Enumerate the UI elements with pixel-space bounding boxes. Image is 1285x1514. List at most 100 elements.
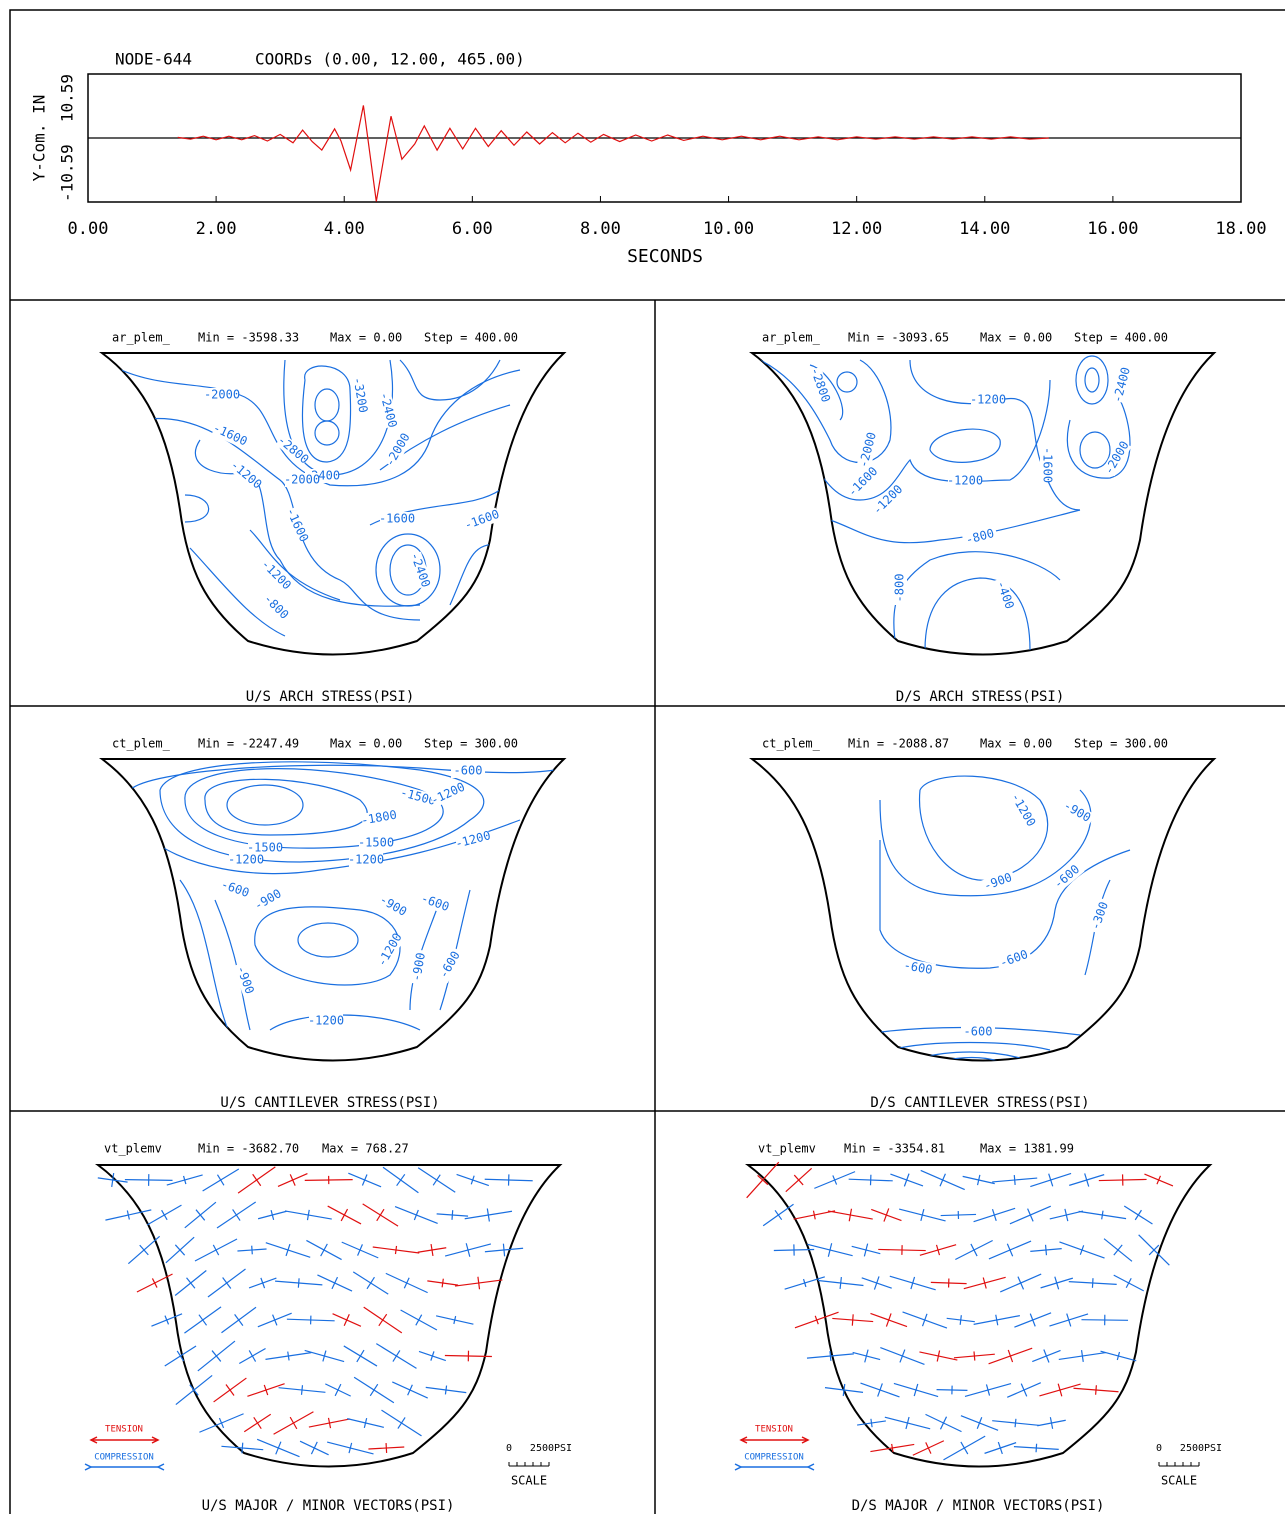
vector-minor xyxy=(218,1417,225,1429)
contour-label: -900 xyxy=(377,892,409,919)
scale-max: 2500PSI xyxy=(530,1443,572,1454)
vector-minor xyxy=(1148,1244,1160,1256)
label-knockout xyxy=(275,433,311,467)
vector-minor xyxy=(348,1442,353,1454)
contour-label: -2400 xyxy=(377,391,400,430)
result-name: vt_plemv xyxy=(758,1142,816,1156)
legend-arrowhead xyxy=(151,1436,160,1444)
x-tick-label: 8.00 xyxy=(580,219,621,239)
vector-minor xyxy=(1116,1351,1121,1361)
vector-minor xyxy=(287,1351,290,1361)
label-knockout xyxy=(856,431,880,469)
vector-minor xyxy=(903,1173,910,1187)
vector-minor xyxy=(225,1384,235,1396)
vector-minor xyxy=(1125,1277,1132,1289)
label-knockout xyxy=(399,785,437,809)
legend-arrowhead xyxy=(156,1463,165,1471)
contour-label: -1200 xyxy=(259,557,294,592)
vector-minor xyxy=(343,1314,350,1326)
vector-minor xyxy=(270,1210,275,1220)
scale-max: 2500PSI xyxy=(1180,1443,1222,1454)
vector-minor xyxy=(976,1417,983,1429)
vector-minor xyxy=(1091,1278,1094,1288)
label-knockout xyxy=(205,388,239,402)
legend-arrowhead xyxy=(734,1463,743,1471)
label-knockout xyxy=(259,590,293,624)
contour-label: -800 xyxy=(893,574,907,603)
vector-minor xyxy=(211,1350,222,1362)
x-tick-label: 12.00 xyxy=(831,219,882,239)
vector-minor xyxy=(1064,1208,1069,1222)
vector-minor xyxy=(1006,1243,1014,1257)
vector-minor xyxy=(905,1416,910,1430)
label-knockout xyxy=(1008,791,1038,829)
panel-caption: U/S CANTILEVER STRESS(PSI) xyxy=(220,1095,439,1111)
legend-arrowhead xyxy=(739,1436,748,1444)
y-tick-label: -10.59 xyxy=(58,144,77,202)
vector-minor xyxy=(111,1173,115,1187)
vector-minor xyxy=(430,1351,435,1361)
label-knockout xyxy=(248,841,282,855)
contour-label: -2800 xyxy=(808,365,834,404)
vector-minor xyxy=(982,1277,987,1289)
y-axis-label: Y-Com. IN xyxy=(30,95,49,182)
label-knockout xyxy=(409,949,429,985)
label-knockout xyxy=(961,525,999,549)
vector-minor xyxy=(936,1350,941,1362)
vector-minor xyxy=(985,1384,991,1396)
contour-label: -1600 xyxy=(1041,447,1055,483)
vector-minor xyxy=(241,1442,244,1454)
min-value: Min = -3093.65 xyxy=(848,331,949,345)
panel: ar_plem_ Min = -3598.33 Max = 0.00 Step = 4… xyxy=(112,331,518,706)
legend-tension: TENSION xyxy=(105,1425,143,1435)
vector-minor xyxy=(829,1351,832,1361)
label-knockout xyxy=(359,836,393,850)
vector-minor xyxy=(793,1174,804,1186)
label-knockout xyxy=(961,1025,995,1039)
legend-arrowhead xyxy=(801,1436,810,1444)
vector-minor xyxy=(899,1349,906,1363)
panel: vt_plemv Min = -3354.81 Max = 1381.99 D/S M… xyxy=(734,1142,1222,1514)
vector-minor xyxy=(991,1209,997,1221)
vector-minor xyxy=(376,1208,385,1222)
contour-label: -600 xyxy=(436,949,463,981)
vector-minor xyxy=(198,1314,208,1326)
vector-minor xyxy=(1035,1443,1038,1453)
contour-label: -600 xyxy=(219,877,251,900)
step-value: Step = 400.00 xyxy=(1074,331,1168,345)
vector-minor xyxy=(870,1418,873,1428)
label-knockout xyxy=(361,808,397,828)
vector-minor xyxy=(151,1278,158,1288)
vector-minor xyxy=(327,1417,332,1429)
vector-minor xyxy=(1013,1175,1016,1185)
legend-arrowhead xyxy=(806,1463,815,1471)
label-knockout xyxy=(249,885,287,915)
x-tick-label: 2.00 xyxy=(196,219,237,239)
vector-minor xyxy=(369,1383,379,1397)
vector-minor xyxy=(470,1175,475,1185)
contour-lines xyxy=(859,775,1131,1061)
vector-minor xyxy=(1020,1383,1028,1397)
label-knockout xyxy=(259,558,293,592)
vector-minor xyxy=(361,1174,368,1186)
vector-minor xyxy=(310,1441,318,1455)
contour-label: -1200 xyxy=(1008,791,1038,829)
vector-minor xyxy=(1101,1210,1104,1220)
panel-caption: U/S MAJOR / MINOR VECTORS(PSI) xyxy=(202,1498,455,1514)
vector-minor xyxy=(396,1173,406,1187)
legend-compression: COMPRESSION xyxy=(94,1453,154,1463)
max-value: Max = 0.00 xyxy=(980,737,1052,751)
max-value: Max = 0.00 xyxy=(330,331,402,345)
vector-minor xyxy=(357,1244,363,1256)
contour-label: -900 xyxy=(409,951,428,982)
vector-minor xyxy=(1134,1209,1142,1221)
contour-label: -900 xyxy=(982,870,1014,893)
label-knockout xyxy=(1040,448,1054,482)
panel: ar_plem_ Min = -3093.65 Max = 0.00 Step = 4… xyxy=(762,331,1168,706)
scale-zero: 0 xyxy=(506,1443,512,1454)
scale-title: SCALE xyxy=(511,1474,547,1488)
min-value: Min = -2247.49 xyxy=(198,737,299,751)
vector-minor xyxy=(976,1174,981,1186)
contour-label: -600 xyxy=(454,764,483,778)
contour-label: -1200 xyxy=(454,828,493,851)
